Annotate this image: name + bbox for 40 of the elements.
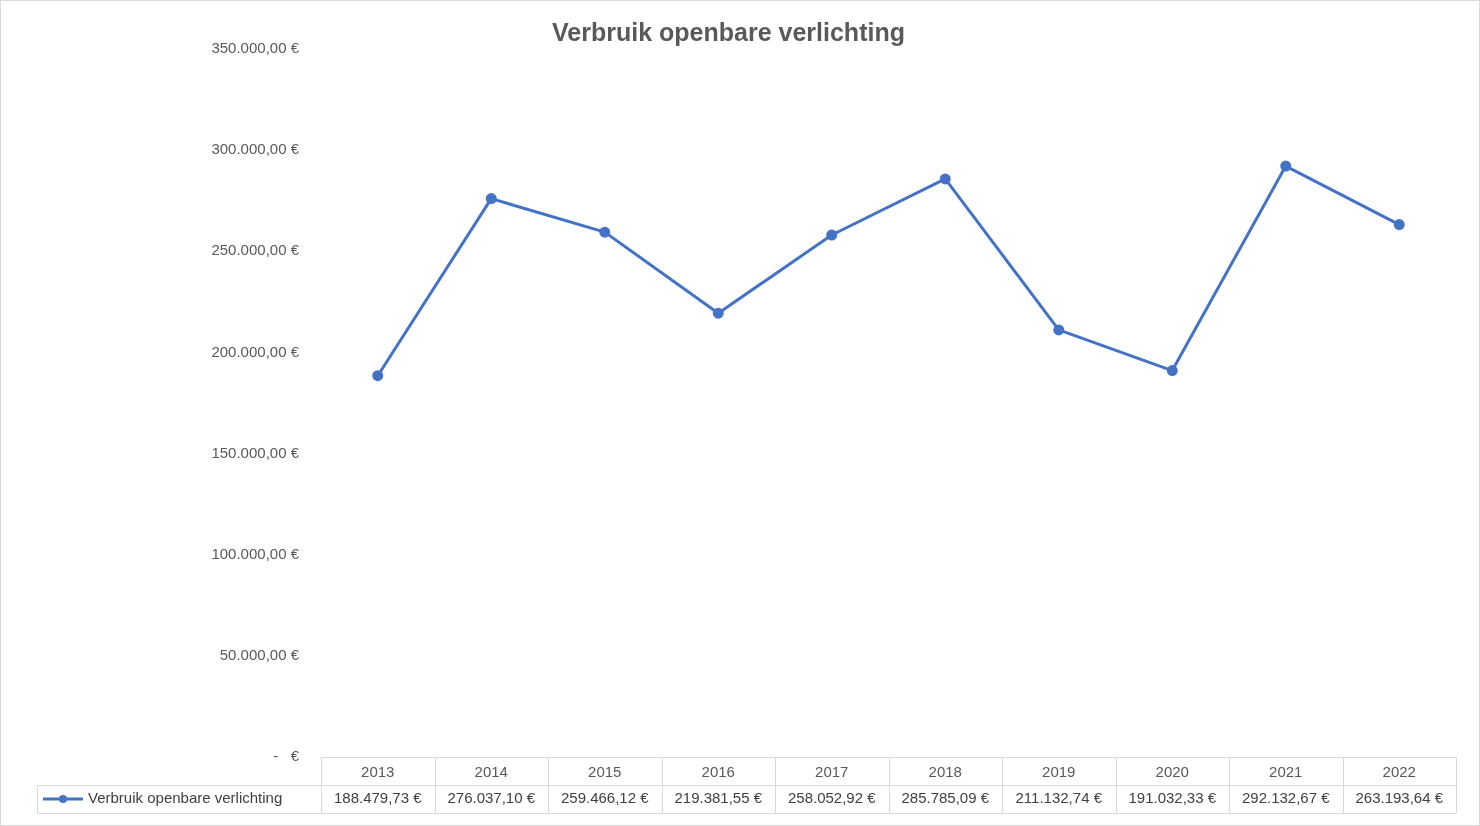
data-label: 292.132,67 € — [1241, 789, 1331, 807]
point — [712, 307, 724, 319]
y-tick-label: 300.000,00 € — [211, 140, 300, 158]
point — [1393, 219, 1405, 231]
x-tick-label: 2016 — [701, 763, 735, 781]
x-tick-label: 2019 — [1042, 763, 1076, 781]
point — [1053, 324, 1065, 336]
x-tick-label: 2014 — [474, 763, 508, 781]
point — [826, 229, 838, 241]
x-tick-label: 2018 — [928, 763, 962, 781]
legend-label: Verbruik openbare verlichting — [88, 789, 283, 807]
data-label: 259.466,12 € — [560, 789, 650, 807]
point — [599, 226, 611, 238]
point — [485, 193, 497, 205]
y-tick-label: 350.000,00 € — [211, 39, 300, 57]
x-tick-label: 2022 — [1382, 763, 1416, 781]
data-label: 219.381,55 € — [674, 789, 763, 807]
point — [372, 370, 384, 382]
data-label: 263.193,64 € — [1355, 789, 1444, 807]
point — [1166, 365, 1178, 377]
y-tick-label: 100.000,00 € — [211, 544, 300, 562]
data-label: 188.479,73 € — [333, 789, 423, 807]
x-tick-label: 2021 — [1269, 763, 1303, 781]
y-tick-label: - € — [273, 747, 300, 765]
x-tick-label: 2013 — [361, 763, 395, 781]
point — [1280, 160, 1292, 172]
y-tick-label: 250.000,00 € — [211, 241, 300, 259]
y-tick-label: 200.000,00 € — [211, 342, 300, 360]
point — [939, 173, 951, 185]
data-label: 191.032,33 € — [1128, 789, 1217, 807]
chart-title: Verbruik openbare verlichting — [552, 17, 905, 46]
x-tick-label: 2020 — [1155, 763, 1189, 781]
data-label: 276.037,10 € — [447, 789, 536, 807]
data-label: 211.132,74 € — [1015, 789, 1103, 807]
data-label: 285.785,09 € — [901, 789, 990, 807]
y-tick-label: 150.000,00 € — [211, 443, 300, 461]
data-label: 258.052,92 € — [787, 789, 877, 807]
y-tick-label: 50.000,00 € — [219, 646, 300, 663]
x-tick-label: 2017 — [815, 763, 849, 781]
x-tick-label: 2015 — [588, 763, 622, 781]
